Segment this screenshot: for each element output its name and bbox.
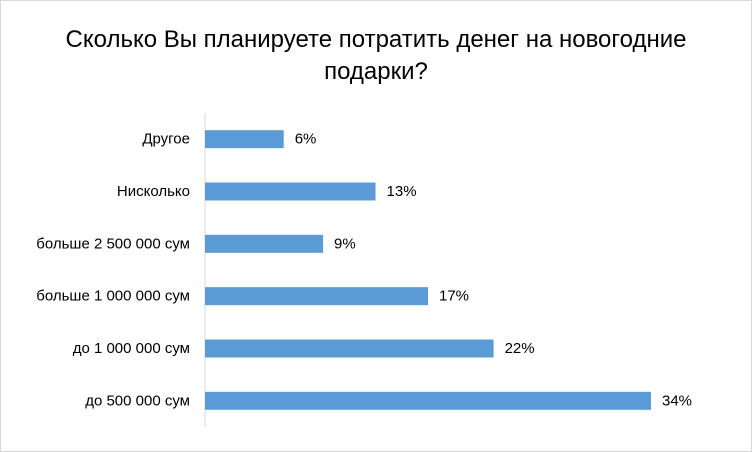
data-label: 22% <box>505 340 535 357</box>
data-label: 13% <box>387 183 417 200</box>
category-label: до 500 000 сум <box>85 392 190 409</box>
category-label: больше 1 000 000 сум <box>36 288 190 305</box>
bar <box>205 391 651 410</box>
chart-title: Сколько Вы планируете потратить денег на… <box>65 26 687 85</box>
bar <box>205 130 284 149</box>
data-label: 9% <box>334 235 356 252</box>
category-label: до 1 000 000 сум <box>73 340 190 357</box>
bar <box>205 182 376 201</box>
data-label: 17% <box>439 288 469 305</box>
category-label: больше 2 500 000 сум <box>36 235 190 252</box>
bar <box>205 339 494 358</box>
bars-group: Другое 6% Нисколько 13% больше 2 500 000 сум… <box>36 130 692 410</box>
category-label: Нисколько <box>117 183 190 200</box>
bar <box>205 287 428 306</box>
data-label: 34% <box>662 392 692 409</box>
bar <box>205 234 324 253</box>
data-label: 6% <box>295 131 317 148</box>
category-label: Другое <box>142 131 190 148</box>
